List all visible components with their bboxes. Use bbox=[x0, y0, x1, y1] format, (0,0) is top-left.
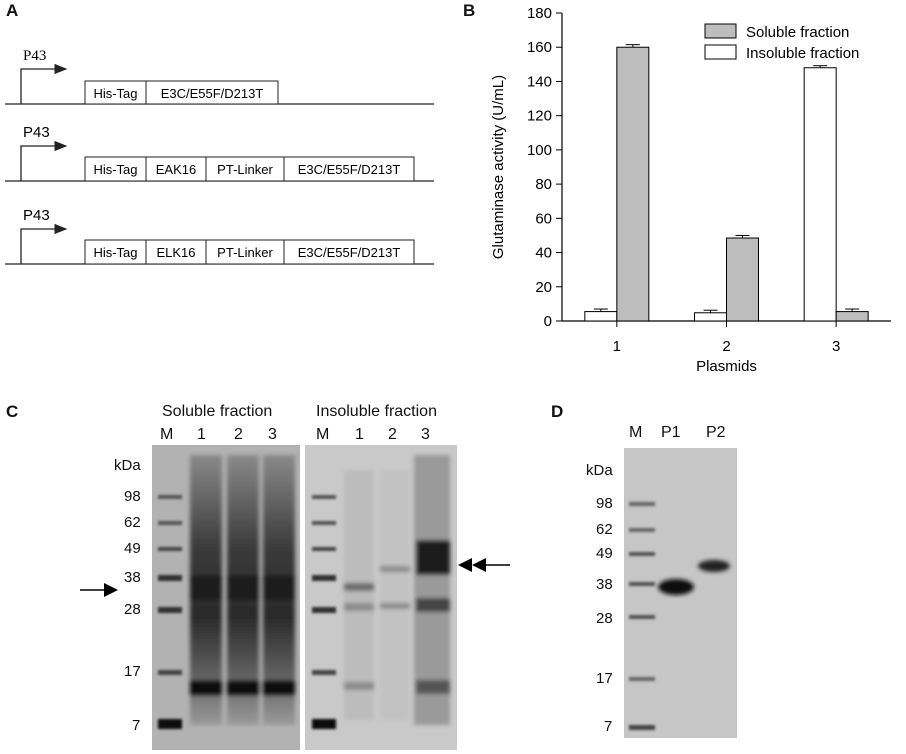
y-tick-label: 60 bbox=[535, 210, 552, 227]
marker-label: 28 bbox=[596, 610, 613, 627]
promoter-label: P43 bbox=[23, 124, 50, 141]
y-axis-label: Glutaminase activity (U/mL) bbox=[490, 75, 507, 259]
lane-label: M bbox=[316, 426, 330, 443]
marker-label: 62 bbox=[596, 521, 613, 538]
kda-label: kDa bbox=[586, 462, 613, 479]
x-tick-label: 2 bbox=[722, 338, 730, 355]
panel-d-label: D bbox=[551, 402, 564, 421]
panel-a-label: A bbox=[6, 1, 19, 20]
glutaminase-bar-chart: 0 20 40 60 80 100 120 140 160 180 1 2 3 Soluble fract… bbox=[490, 5, 891, 375]
construct-1: P43 His-Tag E3C/E55F/D213T bbox=[5, 48, 434, 105]
marker-label: 98 bbox=[596, 495, 613, 512]
legend-swatch bbox=[704, 44, 737, 60]
lane-label: 1 bbox=[355, 426, 364, 443]
gene-box bbox=[283, 239, 415, 265]
lane-label: 3 bbox=[421, 426, 430, 443]
marker-label: 17 bbox=[596, 670, 613, 687]
y-tick-label: 80 bbox=[535, 176, 552, 193]
marker-label: 7 bbox=[604, 718, 613, 735]
linker-label: PT-Linker bbox=[217, 162, 273, 177]
x-tick-label: 3 bbox=[832, 338, 840, 355]
tag-box bbox=[145, 239, 207, 265]
promoter-label: P43 bbox=[23, 48, 46, 64]
gene-box bbox=[145, 80, 279, 105]
lane-label: 1 bbox=[197, 426, 206, 443]
promoter-arrow bbox=[20, 63, 68, 104]
double-arrowhead-icon bbox=[458, 558, 510, 572]
legend-swatch bbox=[704, 23, 737, 39]
lane-label: P2 bbox=[706, 424, 726, 441]
gene-label: E3C/E55F/D213T bbox=[161, 86, 264, 101]
his-tag-label: His-Tag bbox=[93, 162, 137, 177]
x-tick-label: 1 bbox=[613, 338, 621, 355]
lane-label: M bbox=[629, 424, 643, 441]
gene-label: E3C/E55F/D213T bbox=[298, 162, 401, 177]
y-tick-label: 160 bbox=[527, 39, 552, 56]
legend-label: Soluble fraction bbox=[746, 24, 849, 41]
legend-label: Insoluble fraction bbox=[746, 45, 859, 62]
tag-box bbox=[145, 156, 207, 182]
lane-label: 2 bbox=[388, 426, 397, 443]
tag-label: ELK16 bbox=[156, 245, 195, 260]
marker-label: 38 bbox=[124, 569, 141, 586]
tag-label: EAK16 bbox=[156, 162, 196, 177]
construct-diagram: P43 His-Tag E3C/E55F/D213T P43 His-Tag E… bbox=[5, 48, 434, 265]
bar bbox=[803, 67, 837, 322]
lane-label: 3 bbox=[268, 426, 277, 443]
lane-label: 2 bbox=[234, 426, 243, 443]
soluble-gel bbox=[152, 445, 300, 750]
promoter-label: P43 bbox=[23, 207, 50, 224]
bar bbox=[616, 46, 650, 322]
lane-label: P1 bbox=[661, 424, 681, 441]
x-axis-label: Plasmids bbox=[696, 358, 757, 375]
gene-label: E3C/E55F/D213T bbox=[298, 245, 401, 260]
panel-b-label: B bbox=[463, 1, 476, 20]
his-tag-label: His-Tag bbox=[93, 245, 137, 260]
arrow-icon bbox=[80, 583, 118, 597]
marker-label: 38 bbox=[596, 576, 613, 593]
y-tick-label: 20 bbox=[535, 279, 552, 296]
promoter-arrow bbox=[20, 140, 68, 181]
insoluble-gel bbox=[305, 445, 457, 750]
marker-label: 7 bbox=[132, 717, 141, 734]
marker-label: 62 bbox=[124, 514, 141, 531]
insoluble-fraction-title: Insoluble fraction bbox=[316, 403, 437, 420]
panel-c-label: C bbox=[6, 402, 19, 421]
marker-label: 49 bbox=[124, 540, 141, 557]
linker-label: PT-Linker bbox=[217, 245, 273, 260]
marker-label: 49 bbox=[596, 545, 613, 562]
gene-box bbox=[283, 156, 415, 182]
y-tick-label: 180 bbox=[527, 5, 552, 22]
y-tick-label: 0 bbox=[544, 313, 552, 330]
y-tick-label: 120 bbox=[527, 108, 552, 125]
kda-label: kDa bbox=[114, 457, 141, 474]
his-tag-label: His-Tag bbox=[93, 86, 137, 101]
his-tag-box bbox=[84, 239, 147, 265]
construct-2: P43 His-Tag EAK16 PT-Linker E3C/E55F/D21… bbox=[5, 124, 434, 182]
his-tag-box bbox=[84, 156, 147, 182]
marker-label: 98 bbox=[124, 488, 141, 505]
marker-label: 28 bbox=[124, 601, 141, 618]
y-tick-label: 40 bbox=[535, 245, 552, 262]
lane-label: M bbox=[160, 426, 174, 443]
soluble-fraction-title: Soluble fraction bbox=[162, 403, 273, 420]
promoter-arrow bbox=[20, 223, 68, 264]
construct-3: P43 His-Tag ELK16 PT-Linker E3C/E55F/D21… bbox=[5, 207, 434, 265]
y-tick-label: 140 bbox=[527, 73, 552, 90]
marker-label: 17 bbox=[124, 663, 141, 680]
linker-box bbox=[205, 239, 285, 265]
y-tick-label: 100 bbox=[527, 142, 552, 159]
